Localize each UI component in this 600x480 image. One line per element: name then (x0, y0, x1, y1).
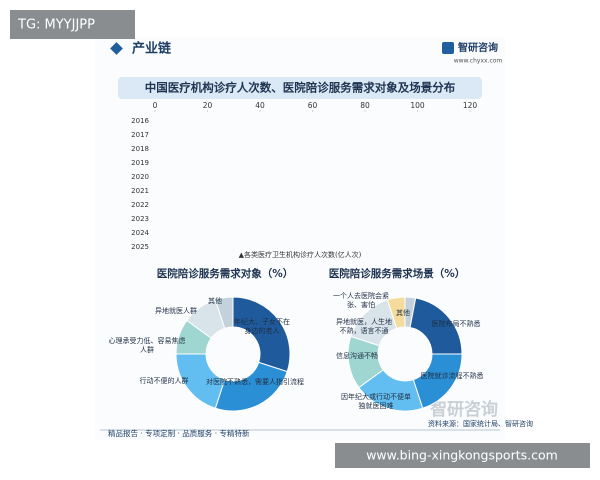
segment-label: 异地就医，人生地不熟，语言不通 (336, 318, 392, 335)
bar (155, 214, 406, 224)
brand-logo (442, 42, 454, 54)
bar (155, 186, 378, 196)
segment-label: 异地就医人群 (155, 307, 197, 315)
source: 资料来源：国家统计局、智研咨询 (428, 419, 533, 428)
segment-label: 因年纪大或行动不便单独就医困难 (341, 393, 411, 410)
bar (155, 228, 418, 238)
footer-services: 精品报告 · 专项定制 · 品质服务 · 专精特新 (108, 428, 250, 438)
bar (155, 116, 364, 126)
y-tick-label: 2021 (131, 187, 149, 195)
donut-segment (386, 296, 406, 329)
segment-label: 医院布局不熟悉 (431, 320, 481, 328)
segment-label: 对医院不熟悉，需要人指引流程 (206, 378, 304, 386)
y-tick-label: 2016 (131, 117, 149, 125)
tag: TG: MYYJJPP (17, 18, 95, 33)
x-tick-label: 60 (308, 101, 318, 110)
y-tick-label: 2017 (131, 131, 149, 139)
segment-label: 行动不便的人群 (139, 377, 189, 385)
y-tick-label: 2022 (131, 201, 149, 209)
bar (155, 158, 384, 168)
bar (155, 172, 359, 182)
y-tick-label: 2023 (131, 215, 149, 223)
url-badge (335, 443, 590, 468)
bar (155, 200, 377, 210)
segment-label: 信息沟通不畅 (336, 352, 378, 360)
segment-label: 其他 (208, 297, 222, 305)
bar (155, 144, 374, 154)
title-bar (118, 77, 482, 99)
y-tick-label: 2025 (131, 243, 149, 251)
x-tick-label: 20 (203, 101, 213, 110)
y-tick-label: 2020 (131, 173, 149, 181)
chart-title: 中国医疗机构诊疗人次数、医院陪诊服务需求对象及场景分布 (145, 81, 456, 95)
segment-label: 医院就诊流程不熟悉 (420, 372, 484, 380)
donut-segment (214, 361, 288, 412)
x-tick-label: 40 (255, 101, 265, 110)
y-tick-label: 2024 (131, 229, 149, 237)
x-tick-label: 120 (463, 101, 478, 110)
x-tick-label: 100 (410, 101, 425, 110)
bar (155, 242, 421, 252)
donut-title: 医院陪诊服务需求场景（%） (329, 267, 466, 280)
donut-segment (214, 296, 234, 329)
watermark: 智研咨询 (430, 399, 498, 420)
x-tick-label: 80 (360, 101, 370, 110)
bar (155, 130, 370, 140)
url: www.bing-xingkongsports.com (366, 448, 558, 463)
donut-segment (232, 296, 291, 373)
x-axis-label: ▲各类医疗卫生机构诊疗人次数(亿人次) (239, 250, 362, 259)
segment-label: 心理承受力低、容易焦虑人群 (108, 337, 186, 354)
y-tick-label: 2018 (131, 145, 149, 153)
segment-label: 一个人去医院会紧张、害怕 (333, 292, 389, 309)
tag-badge (10, 10, 135, 39)
y-tick-label: 2019 (131, 159, 149, 167)
site: www.chyxx.com (454, 58, 503, 65)
brand: 智研咨询 (458, 41, 498, 54)
segment-label: 年纪大、子女不在身边的老人 (234, 318, 290, 335)
donut-title: 医院陪诊服务需求对象（%） (157, 267, 294, 280)
segment-label: 其他 (396, 309, 410, 317)
section-title: 产业链 (132, 41, 172, 57)
x-tick-label: 0 (153, 101, 158, 110)
